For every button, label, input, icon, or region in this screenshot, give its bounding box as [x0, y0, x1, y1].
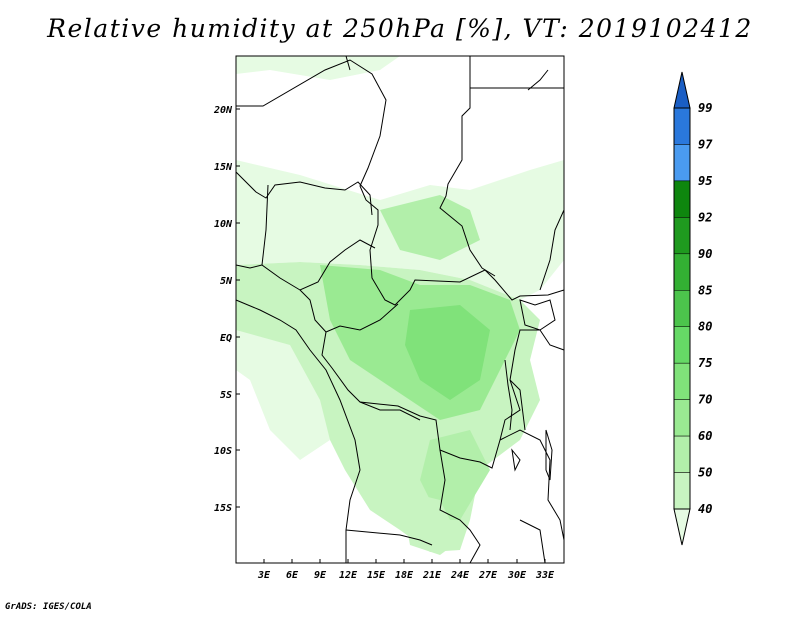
lon-label: 9E — [314, 570, 327, 581]
lon-label: 6E — [286, 570, 299, 581]
lon-label: 21E — [422, 570, 442, 581]
lat-label: 5N — [220, 276, 233, 287]
colorbar-outline — [673, 107, 691, 510]
colorbar-label: 97 — [698, 137, 713, 151]
longitude-labels: 3E 6E 9E 12E 15E 18E 21E 24E 27E 30E 33E — [257, 570, 555, 581]
lat-label: 10S — [214, 446, 232, 457]
colorbar-label: 85 — [698, 283, 712, 297]
lat-label: EQ — [220, 333, 232, 344]
lon-label: 15E — [367, 570, 386, 581]
latitude-labels: 20N 15N 10N 5N EQ 5S 10S 15S — [213, 105, 233, 514]
colorbar-segment — [673, 399, 691, 437]
humidity-fill-layer — [236, 56, 564, 555]
colorbar-label: 80 — [698, 320, 712, 334]
chart-title: Relative humidity at 250hPa [%], VT: 201… — [47, 14, 753, 43]
colorbar-label: 95 — [698, 174, 712, 188]
colorbar-segment — [673, 217, 691, 255]
lon-label: 27E — [478, 570, 498, 581]
axis-ticks — [236, 108, 546, 563]
colorbar-segment — [673, 472, 691, 510]
lat-label: 5S — [220, 390, 232, 401]
colorbar-segment — [673, 326, 691, 364]
colorbar-label: 90 — [698, 247, 712, 261]
colorbar-label: 92 — [698, 210, 712, 224]
colorbar-label: 70 — [698, 393, 712, 407]
colorbar-segment — [673, 290, 691, 327]
colorbar-bottom-triangle — [673, 508, 691, 546]
lat-label: 15S — [214, 503, 232, 514]
colorbar-segment — [673, 253, 691, 291]
lon-label: 30E — [507, 570, 527, 581]
colorbar-label: 60 — [698, 429, 712, 443]
colorbar-segment — [673, 107, 691, 145]
lon-label: 33E — [535, 570, 555, 581]
lat-label: 20N — [213, 105, 233, 116]
lake-victoria — [519, 299, 556, 331]
colorbar-label: 40 — [698, 502, 712, 516]
country-borders — [235, 55, 565, 564]
colorbar-label: 99 — [698, 101, 712, 115]
colorbar-segment — [673, 180, 691, 218]
colorbar-segment — [673, 362, 691, 400]
colorbar: 40 50 60 70 75 80 85 90 92 95 97 99 — [673, 71, 713, 546]
colorbar-segment — [673, 144, 691, 182]
lakes — [504, 299, 556, 481]
lon-label: 12E — [339, 570, 358, 581]
lon-label: 24E — [450, 570, 470, 581]
lon-label: 3E — [257, 570, 271, 581]
grads-credit: GrADS: IGES/COLA — [5, 602, 92, 612]
colorbar-label: 75 — [698, 356, 712, 370]
lat-label: 15N — [214, 162, 233, 173]
colorbar-top-triangle — [673, 71, 691, 109]
lake-tanganyika — [504, 359, 513, 431]
colorbar-label: 50 — [698, 466, 712, 480]
lake-malawi — [545, 429, 553, 481]
lat-label: 10N — [214, 219, 233, 230]
lon-label: 18E — [395, 570, 414, 581]
colorbar-segment — [673, 435, 691, 473]
